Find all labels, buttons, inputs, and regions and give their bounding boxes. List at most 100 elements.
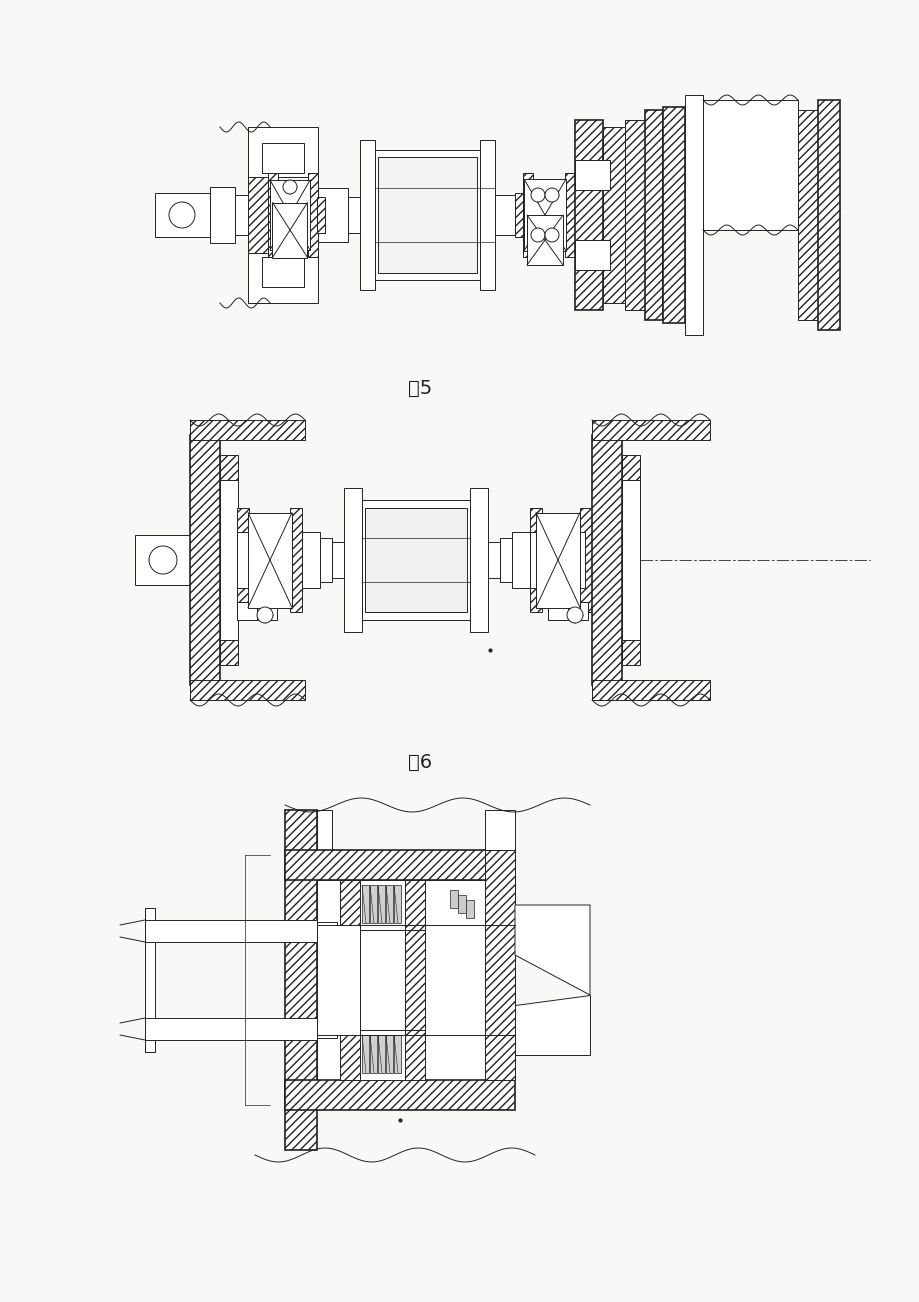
Bar bbox=[154, 193, 210, 237]
Circle shape bbox=[256, 607, 273, 622]
Bar bbox=[361, 1035, 369, 1073]
Bar bbox=[318, 187, 347, 242]
Bar bbox=[536, 513, 579, 608]
Bar bbox=[308, 173, 318, 256]
Bar bbox=[702, 100, 797, 230]
Bar bbox=[404, 930, 425, 1030]
Bar bbox=[512, 533, 529, 589]
Bar bbox=[484, 810, 515, 850]
Bar bbox=[220, 454, 238, 665]
Bar bbox=[248, 128, 269, 303]
Bar bbox=[262, 256, 303, 286]
Bar bbox=[480, 141, 494, 290]
Circle shape bbox=[283, 180, 297, 194]
Bar bbox=[340, 1030, 359, 1079]
Bar bbox=[301, 533, 320, 589]
Bar bbox=[404, 1030, 425, 1079]
Bar bbox=[135, 535, 190, 585]
Bar bbox=[256, 602, 277, 620]
Bar bbox=[285, 810, 317, 1150]
Bar bbox=[317, 880, 515, 1079]
Bar bbox=[527, 215, 562, 266]
Text: 图5: 图5 bbox=[407, 379, 432, 397]
Bar bbox=[621, 480, 640, 641]
Bar bbox=[248, 128, 318, 177]
Bar bbox=[359, 880, 404, 930]
Bar bbox=[317, 850, 332, 861]
Bar bbox=[190, 435, 220, 685]
Bar bbox=[529, 508, 541, 612]
Bar bbox=[685, 95, 702, 335]
Bar bbox=[237, 533, 291, 589]
Bar bbox=[386, 885, 392, 923]
Bar bbox=[369, 1035, 377, 1073]
Bar bbox=[494, 195, 515, 234]
Bar bbox=[574, 240, 609, 270]
Bar bbox=[591, 421, 709, 440]
Bar bbox=[579, 508, 591, 612]
Bar bbox=[340, 930, 359, 1030]
Bar bbox=[285, 850, 515, 880]
Bar bbox=[797, 109, 817, 320]
Bar bbox=[529, 533, 584, 589]
Bar bbox=[317, 197, 324, 233]
Bar bbox=[484, 850, 515, 1079]
Bar bbox=[359, 141, 375, 290]
Bar bbox=[524, 178, 565, 251]
Bar bbox=[332, 542, 344, 578]
Bar bbox=[591, 435, 621, 685]
Circle shape bbox=[530, 228, 544, 242]
Bar bbox=[487, 542, 499, 578]
Bar bbox=[499, 538, 512, 582]
Bar bbox=[393, 1035, 401, 1073]
Bar bbox=[378, 158, 476, 273]
Polygon shape bbox=[515, 995, 589, 1055]
Circle shape bbox=[544, 187, 559, 202]
Bar bbox=[359, 930, 404, 1030]
Bar bbox=[145, 907, 154, 1052]
Bar bbox=[237, 508, 249, 612]
Bar bbox=[237, 602, 256, 620]
Circle shape bbox=[530, 187, 544, 202]
Bar bbox=[210, 187, 234, 243]
Bar bbox=[378, 1035, 384, 1073]
Bar bbox=[574, 120, 602, 310]
Bar bbox=[602, 128, 624, 303]
Bar bbox=[347, 197, 359, 233]
Circle shape bbox=[149, 546, 176, 574]
Bar bbox=[359, 1030, 404, 1079]
Bar bbox=[317, 922, 336, 1038]
Bar bbox=[262, 143, 303, 173]
Bar bbox=[320, 538, 332, 582]
Bar bbox=[515, 193, 522, 237]
Bar bbox=[248, 253, 318, 303]
Bar bbox=[272, 203, 307, 258]
Bar bbox=[361, 500, 470, 620]
Bar bbox=[458, 894, 466, 913]
Bar bbox=[466, 900, 473, 918]
Circle shape bbox=[544, 228, 559, 242]
Bar bbox=[817, 100, 839, 329]
Bar bbox=[340, 880, 357, 932]
Bar bbox=[269, 180, 310, 250]
Bar bbox=[621, 454, 640, 665]
Bar bbox=[378, 885, 384, 923]
Bar bbox=[591, 680, 709, 700]
Text: 图6: 图6 bbox=[407, 753, 432, 772]
Bar bbox=[393, 885, 401, 923]
Polygon shape bbox=[515, 905, 589, 995]
Bar bbox=[353, 894, 360, 913]
Bar bbox=[190, 421, 305, 440]
Bar bbox=[267, 173, 278, 256]
Bar bbox=[317, 810, 332, 850]
Bar bbox=[386, 1035, 392, 1073]
Circle shape bbox=[566, 607, 583, 622]
Bar bbox=[340, 932, 357, 980]
Bar bbox=[344, 488, 361, 631]
Bar bbox=[369, 885, 377, 923]
Bar bbox=[234, 195, 250, 234]
Bar bbox=[404, 880, 425, 930]
Bar bbox=[624, 120, 644, 310]
Bar bbox=[522, 173, 532, 256]
Bar bbox=[340, 880, 359, 930]
